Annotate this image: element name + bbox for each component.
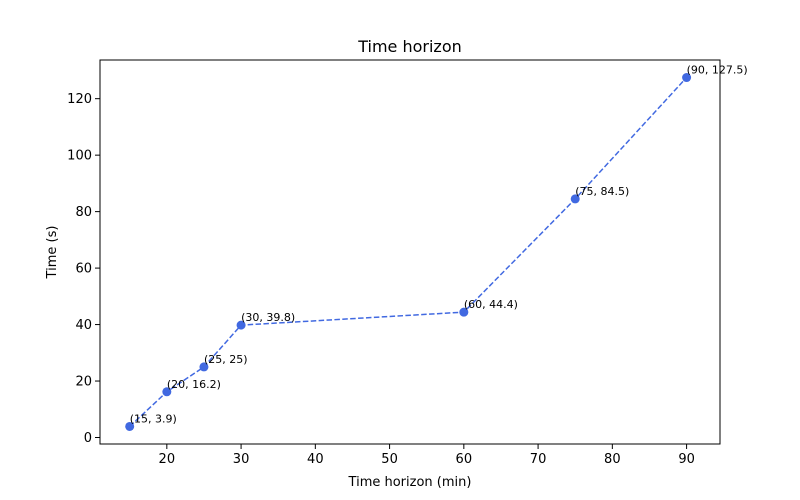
y-tick-label: 60 [75,262,92,277]
data-point-label: (60, 44.4) [464,298,518,311]
data-point [570,194,580,204]
x-tick-label: 80 [604,452,621,467]
data-point-label: (25, 25) [204,353,248,366]
y-tick-label: 80 [75,205,92,220]
data-point [459,307,469,317]
y-tick-label: 20 [75,375,92,390]
data-point [162,387,172,397]
data-point-label: (15, 3.9) [130,412,177,425]
y-axis: 0 20 40 60 80 100 120 [67,92,100,446]
x-tick-label: 90 [678,452,695,467]
data-point-label: (75, 84.5) [575,185,629,198]
plot-frame [99,59,721,445]
data-labels: (15, 3.9) (20, 16.2) (25, 25) (30, 39.8) (60… [130,64,748,426]
y-tick-label: 40 [75,318,92,333]
series-markers [125,73,692,431]
x-tick-label: 40 [307,452,324,467]
x-axis: 20 30 40 50 60 70 80 90 [159,444,695,467]
y-tick-label: 120 [67,92,92,107]
plot-area [100,60,720,444]
x-tick-label: 20 [159,452,176,467]
x-tick-label: 70 [530,452,547,467]
data-point [199,362,209,372]
chart-title: Time horizon [357,37,462,56]
x-tick-label: 50 [381,452,398,467]
data-point [236,320,246,330]
x-tick-label: 60 [456,452,473,467]
x-axis-label: Time horizon (min) [348,475,472,490]
x-tick-label: 30 [233,452,250,467]
data-point [682,73,692,83]
y-tick-label: 0 [84,431,92,446]
data-point-label: (90, 127.5) [687,64,748,77]
data-point [125,421,135,431]
data-point-label: (20, 16.2) [167,378,221,391]
data-point-label: (30, 39.8) [241,311,295,324]
y-axis-label: Time (s) [45,226,60,280]
y-tick-label: 100 [67,149,92,164]
